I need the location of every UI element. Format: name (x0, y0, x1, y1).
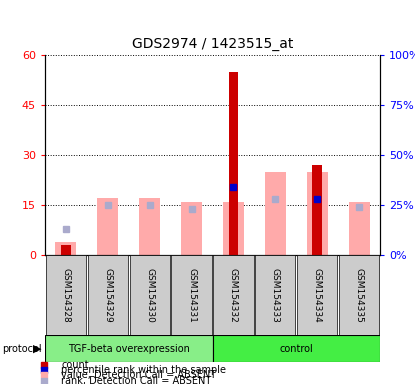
Bar (139, 198, 160, 255)
Bar (255, 255, 295, 335)
Bar (46, 255, 86, 335)
Text: value, Detection Call = ABSENT: value, Detection Call = ABSENT (61, 370, 217, 380)
Bar (56, 242, 76, 255)
Bar (129, 255, 170, 335)
Text: GSM154331: GSM154331 (187, 268, 196, 323)
Text: GSM154333: GSM154333 (271, 268, 280, 323)
Text: count: count (61, 360, 89, 370)
Text: GSM154330: GSM154330 (145, 268, 154, 323)
Bar (45, 335, 212, 362)
Bar (212, 335, 380, 362)
Bar (312, 165, 322, 255)
Text: GSM154328: GSM154328 (61, 268, 71, 323)
Text: GSM154334: GSM154334 (312, 268, 322, 323)
Bar (265, 172, 286, 255)
Title: GDS2974 / 1423515_at: GDS2974 / 1423515_at (132, 37, 293, 51)
Text: GSM154332: GSM154332 (229, 268, 238, 323)
Text: ▶: ▶ (33, 344, 42, 354)
Bar (181, 202, 202, 255)
Bar (229, 72, 238, 255)
Bar (223, 202, 244, 255)
Bar (213, 255, 254, 335)
Text: GSM154335: GSM154335 (354, 268, 364, 323)
Bar (297, 255, 337, 335)
Text: rank, Detection Call = ABSENT: rank, Detection Call = ABSENT (61, 376, 212, 384)
Bar (61, 245, 71, 255)
Bar (171, 255, 212, 335)
Bar (98, 198, 118, 255)
Bar (88, 255, 128, 335)
Text: protocol: protocol (2, 344, 42, 354)
Text: percentile rank within the sample: percentile rank within the sample (61, 365, 226, 375)
Bar (349, 202, 369, 255)
Bar (339, 255, 379, 335)
Text: control: control (279, 344, 313, 354)
Text: GSM154329: GSM154329 (103, 268, 112, 323)
Text: TGF-beta overexpression: TGF-beta overexpression (68, 344, 190, 354)
Bar (307, 172, 328, 255)
